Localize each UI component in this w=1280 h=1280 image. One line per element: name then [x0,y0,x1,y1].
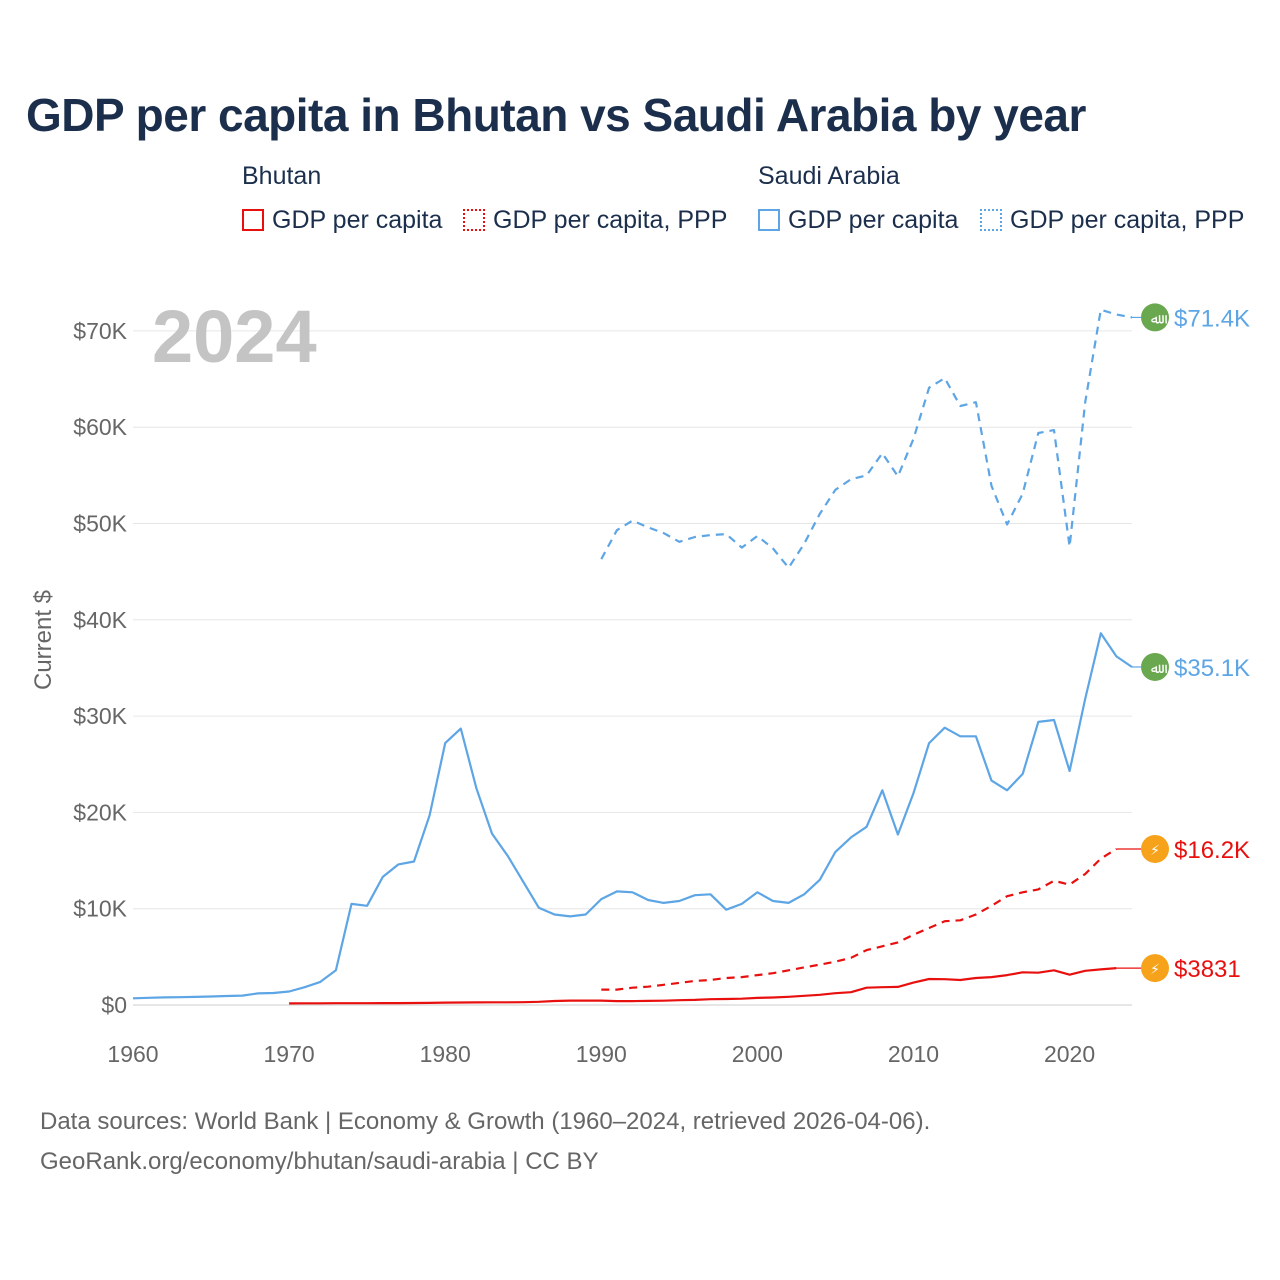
footer-attribution: GeoRank.org/economy/bhutan/saudi-arabia … [40,1148,599,1175]
legend-item-bhutan-gdp[interactable]: GDP per capita [242,204,442,236]
y-tick-label: $70K [73,318,127,344]
x-tick-label: 1980 [420,1041,471,1067]
y-tick-label: $10K [73,896,127,922]
y-tick-label: $0 [101,992,127,1018]
end-value-label: $16.2K [1174,837,1250,864]
bhutan-flag-icon-glyph: ⚡ [1150,842,1160,858]
footer-sources: Data sources: World Bank | Economy & Gro… [40,1108,931,1135]
y-tick-label: $50K [73,511,127,537]
y-tick-label: $20K [73,799,127,825]
bhutan-flag-icon [1141,954,1169,983]
legend-label: GDP per capita [788,205,959,234]
legend-swatch-solid-blue [758,209,780,231]
legend-item-bhutan-gdp-ppp[interactable]: GDP per capita, PPP [463,204,727,236]
series-line-bhutan-gdp-per-capita-ppp [601,848,1117,991]
series-line-saudi-arabia-gdp-per-capita-ppp [600,308,1133,569]
y-tick-label: $40K [73,607,127,633]
year-watermark: 2024 [152,295,317,378]
series-line-saudi-arabia-gdp-per-capita [132,632,1133,1000]
end-value-label: $71.4K [1174,305,1250,332]
legend-item-saudi-gdp-ppp[interactable]: GDP per capita, PPP [980,204,1244,236]
legend-item-saudi-gdp[interactable]: GDP per capita [758,204,958,236]
x-tick-label: 1990 [576,1041,627,1067]
bhutan-flag-icon [1141,834,1169,863]
legend-label: GDP per capita [272,205,443,234]
y-tick-label: $30K [73,703,127,729]
saudi-arabia-flag-icon [1141,303,1169,332]
x-tick-label: 2010 [888,1041,939,1067]
legend-swatch-solid-red [242,209,264,231]
end-value-label: $35.1K [1174,655,1250,682]
legend-swatch-dotted-red [463,209,485,231]
legend-label: GDP per capita, PPP [1010,205,1245,234]
series-line-bhutan-gdp-per-capita [289,967,1117,1005]
x-tick-label: 1960 [107,1041,158,1067]
y-axis-title: Current $ [30,590,57,690]
x-tick-label: 2000 [732,1041,783,1067]
legend-label: GDP per capita, PPP [493,205,728,234]
y-tick-label: $60K [73,414,127,440]
saudi-arabia-flag-icon [1141,652,1169,681]
chart-title: GDP per capita in Bhutan vs Saudi Arabia… [26,89,1086,141]
legend-group-saudi-arabia: Saudi Arabia [758,162,900,190]
legend-group-bhutan: Bhutan [242,162,322,190]
bhutan-flag-icon-glyph: ⚡ [1150,961,1160,977]
legend-swatch-dotted-blue [980,209,1002,231]
end-value-label: $3831 [1174,956,1241,983]
x-tick-label: 1970 [264,1041,315,1067]
x-tick-label: 2020 [1044,1041,1095,1067]
